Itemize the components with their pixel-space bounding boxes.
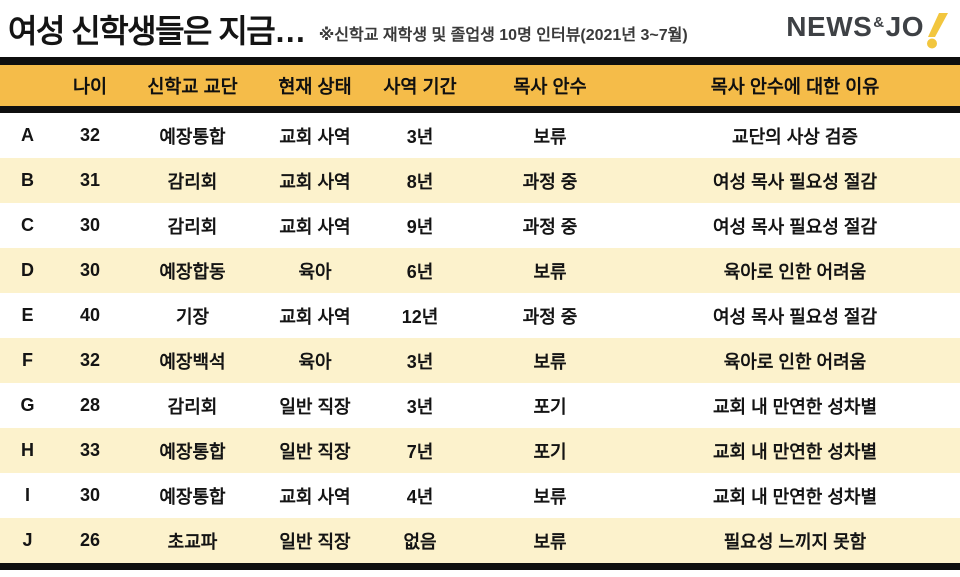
cell-id: F: [22, 350, 33, 370]
cell-age: 26: [55, 518, 125, 570]
table-row: B 31 감리회 교회 사역 8년 과정 중 여성 목사 필요성 절감: [0, 158, 960, 203]
header-cell-ordination: 목사 안수: [470, 57, 630, 113]
header-cell-status: 현재 상태: [260, 57, 370, 113]
interview-table: 나이 신학교 교단 현재 상태 사역 기간 목사 안수 목사 안수에 대한 이유…: [0, 57, 960, 570]
cell-status: 일반 직장: [279, 441, 351, 462]
cell-reason: 육아로 인한 어려움: [723, 261, 867, 282]
cell-id: C: [21, 215, 34, 235]
cell-id: A: [21, 125, 34, 145]
cell-ordination: 보류: [533, 486, 567, 507]
cell-ordination: 포기: [533, 396, 567, 417]
cell-id: E: [21, 305, 34, 325]
table-row: C 30 감리회 교회 사역 9년 과정 중 여성 목사 필요성 절감: [0, 203, 960, 248]
cell-id: J: [0, 518, 55, 570]
header-cell-reason: 목사 안수에 대한 이유: [630, 57, 960, 113]
cell-period: 8년: [406, 171, 434, 192]
logo-y-exclamation-icon: [927, 12, 948, 48]
cell-period: 4년: [406, 486, 434, 507]
cell-status: 교회 사역: [279, 216, 351, 237]
cell-period: 12년: [401, 306, 439, 327]
cell-reason: 교회 내 만연한 성차별: [712, 441, 878, 462]
table-body: A 32 예장통합 교회 사역 3년 보류 교단의 사상 검증 B 31 감리회…: [0, 110, 960, 570]
cell-id: G: [20, 395, 35, 415]
cell-id: B: [21, 170, 34, 190]
cell-age: 32: [79, 125, 101, 145]
page-title: 여성 신학생들은 지금…: [8, 12, 306, 49]
cell-ordination: 과정 중: [522, 216, 578, 237]
cell-denomination: 초교파: [125, 518, 260, 570]
cell-id: D: [21, 260, 34, 280]
cell-age: 30: [79, 260, 101, 280]
cell-status: 육아: [298, 351, 332, 372]
cell-status: 교회 사역: [279, 126, 351, 147]
cell-status: 교회 사역: [279, 486, 351, 507]
table-row: I 30 예장통합 교회 사역 4년 보류 교회 내 만연한 성차별: [0, 473, 960, 518]
cell-status: 일반 직장: [279, 396, 351, 417]
cell-period: 7년: [406, 441, 434, 462]
header-cell-empty: [0, 57, 55, 113]
cell-age: 33: [79, 440, 101, 460]
cell-ordination: 보류: [533, 351, 567, 372]
cell-period: 3년: [406, 396, 434, 417]
cell-ordination: 보류: [533, 126, 567, 147]
table-row: F 32 예장백석 육아 3년 보류 육아로 인한 어려움: [0, 338, 960, 383]
cell-age: 30: [79, 485, 101, 505]
cell-reason: 교단의 사상 검증: [732, 126, 858, 147]
page-subtitle: ※신학교 재학생 및 졸업생 10명 인터뷰(2021년 3~7월): [318, 26, 688, 44]
cell-denomination: 예장통합: [159, 441, 226, 462]
cell-reason: 필요성 느끼지 못함: [630, 518, 960, 570]
cell-reason: 여성 목사 필요성 절감: [712, 216, 878, 237]
cell-reason: 육아로 인한 어려움: [723, 351, 867, 372]
cell-period: 9년: [406, 216, 434, 237]
cell-status: 교회 사역: [279, 306, 351, 327]
cell-age: 32: [79, 350, 101, 370]
logo-text-news: NEWS: [786, 10, 873, 42]
logo-ampersand: &: [873, 13, 885, 31]
cell-period: 없음: [370, 518, 470, 570]
cell-denomination: 기장: [175, 306, 210, 327]
cell-id: I: [24, 485, 30, 505]
table-header: 나이 신학교 교단 현재 상태 사역 기간 목사 안수 목사 안수에 대한 이유: [0, 57, 960, 113]
cell-denomination: 감리회: [167, 216, 218, 237]
table-row: J 26 초교파 일반 직장 없음 보류 필요성 느끼지 못함: [0, 518, 960, 570]
cell-reason: 여성 목사 필요성 절감: [712, 306, 878, 327]
cell-denomination: 감리회: [167, 396, 218, 417]
cell-ordination: 포기: [533, 441, 567, 462]
table-row: E 40 기장 교회 사역 12년 과정 중 여성 목사 필요성 절감: [0, 293, 960, 338]
cell-ordination: 보류: [470, 518, 630, 570]
table-header-row: 나이 신학교 교단 현재 상태 사역 기간 목사 안수 목사 안수에 대한 이유: [0, 57, 960, 113]
table-row: D 30 예장합동 육아 6년 보류 육아로 인한 어려움: [0, 248, 960, 293]
cell-reason: 교회 내 만연한 성차별: [712, 396, 878, 417]
header-cell-denomination: 신학교 교단: [125, 57, 260, 113]
cell-denomination: 예장통합: [159, 486, 226, 507]
header-cell-period: 사역 기간: [370, 57, 470, 113]
cell-age: 31: [79, 170, 101, 190]
cell-period: 3년: [406, 351, 434, 372]
logo-text-jo: JO: [885, 10, 924, 42]
table-row: H 33 예장통합 일반 직장 7년 포기 교회 내 만연한 성차별: [0, 428, 960, 473]
cell-denomination: 감리회: [167, 171, 218, 192]
cell-id: H: [21, 440, 34, 460]
page-header: 여성 신학생들은 지금… ※신학교 재학생 및 졸업생 10명 인터뷰(2021…: [0, 0, 960, 57]
cell-denomination: 예장합동: [159, 261, 226, 282]
header-cell-age: 나이: [55, 57, 125, 113]
cell-ordination: 보류: [533, 261, 567, 282]
cell-age: 28: [79, 395, 101, 415]
cell-period: 3년: [406, 126, 434, 147]
cell-status: 일반 직장: [260, 518, 370, 570]
cell-status: 교회 사역: [279, 171, 351, 192]
cell-reason: 교회 내 만연한 성차별: [712, 486, 878, 507]
cell-status: 육아: [298, 261, 332, 282]
cell-ordination: 과정 중: [522, 306, 578, 327]
cell-age: 40: [79, 305, 101, 325]
newsjoy-logo: NEWS & JO: [786, 10, 948, 49]
cell-age: 30: [79, 215, 101, 235]
cell-ordination: 과정 중: [522, 171, 578, 192]
cell-reason: 여성 목사 필요성 절감: [712, 171, 878, 192]
table-row: A 32 예장통합 교회 사역 3년 보류 교단의 사상 검증: [0, 110, 960, 159]
cell-denomination: 예장통합: [159, 126, 226, 147]
cell-denomination: 예장백석: [159, 351, 226, 372]
table-row: G 28 감리회 일반 직장 3년 포기 교회 내 만연한 성차별: [0, 383, 960, 428]
cell-period: 6년: [406, 261, 434, 282]
